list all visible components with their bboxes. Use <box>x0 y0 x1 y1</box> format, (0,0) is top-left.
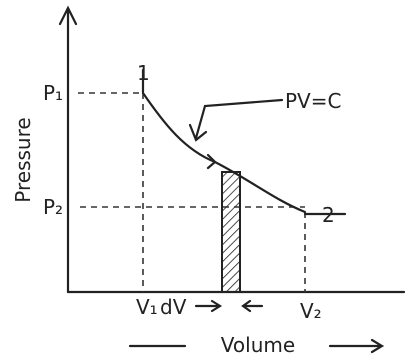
guide-2 <box>80 207 305 292</box>
pv-diagram: Pressure Volume P₁ P₂ V₁ dV V₂ 1 2 PV=C <box>0 0 409 360</box>
guide-1 <box>78 93 143 292</box>
dv-arrows <box>196 301 262 311</box>
state-label: 1 <box>137 61 150 85</box>
volume-label: dV <box>160 295 187 319</box>
y-axis <box>60 8 76 292</box>
volume-label: V₁ <box>136 295 158 319</box>
pressure-label: P₁ <box>43 81 63 105</box>
pressure-label: P₂ <box>43 195 63 219</box>
volume-label: V₂ <box>300 299 322 323</box>
curve-label: PV=C <box>285 89 341 113</box>
x-axis-label: Volume <box>221 333 295 357</box>
label-pointer <box>196 100 282 138</box>
y-axis-label: Pressure <box>11 117 35 202</box>
state-label: 2 <box>322 203 335 227</box>
work-strip <box>222 172 240 292</box>
